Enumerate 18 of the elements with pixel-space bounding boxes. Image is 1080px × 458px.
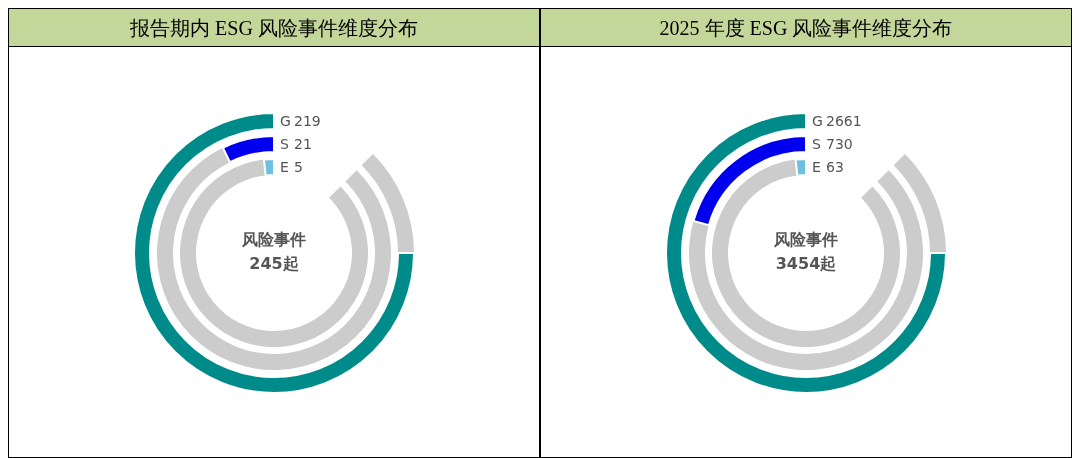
- data-label: 2661: [826, 112, 862, 129]
- text: 3454起: [775, 253, 837, 273]
- text: 风险事件: [241, 229, 306, 249]
- category-label: E: [812, 158, 821, 175]
- data-label: 730: [826, 135, 853, 152]
- text: 风险事件: [773, 229, 838, 249]
- category-label: E: [280, 158, 289, 175]
- text: 2025 年度 ESG 风险事件维度分布: [659, 17, 953, 39]
- category-label: S: [812, 135, 821, 152]
- data-label: 219: [294, 112, 321, 129]
- category-label: G: [280, 112, 291, 129]
- text: 报告期内 ESG 风险事件维度分布: [129, 17, 418, 39]
- data-label: 21: [294, 135, 312, 152]
- text: 245起: [249, 253, 299, 273]
- category-label: S: [280, 135, 289, 152]
- data-label: 63: [826, 158, 844, 175]
- category-label: G: [812, 112, 823, 129]
- data-label: 5: [294, 158, 303, 175]
